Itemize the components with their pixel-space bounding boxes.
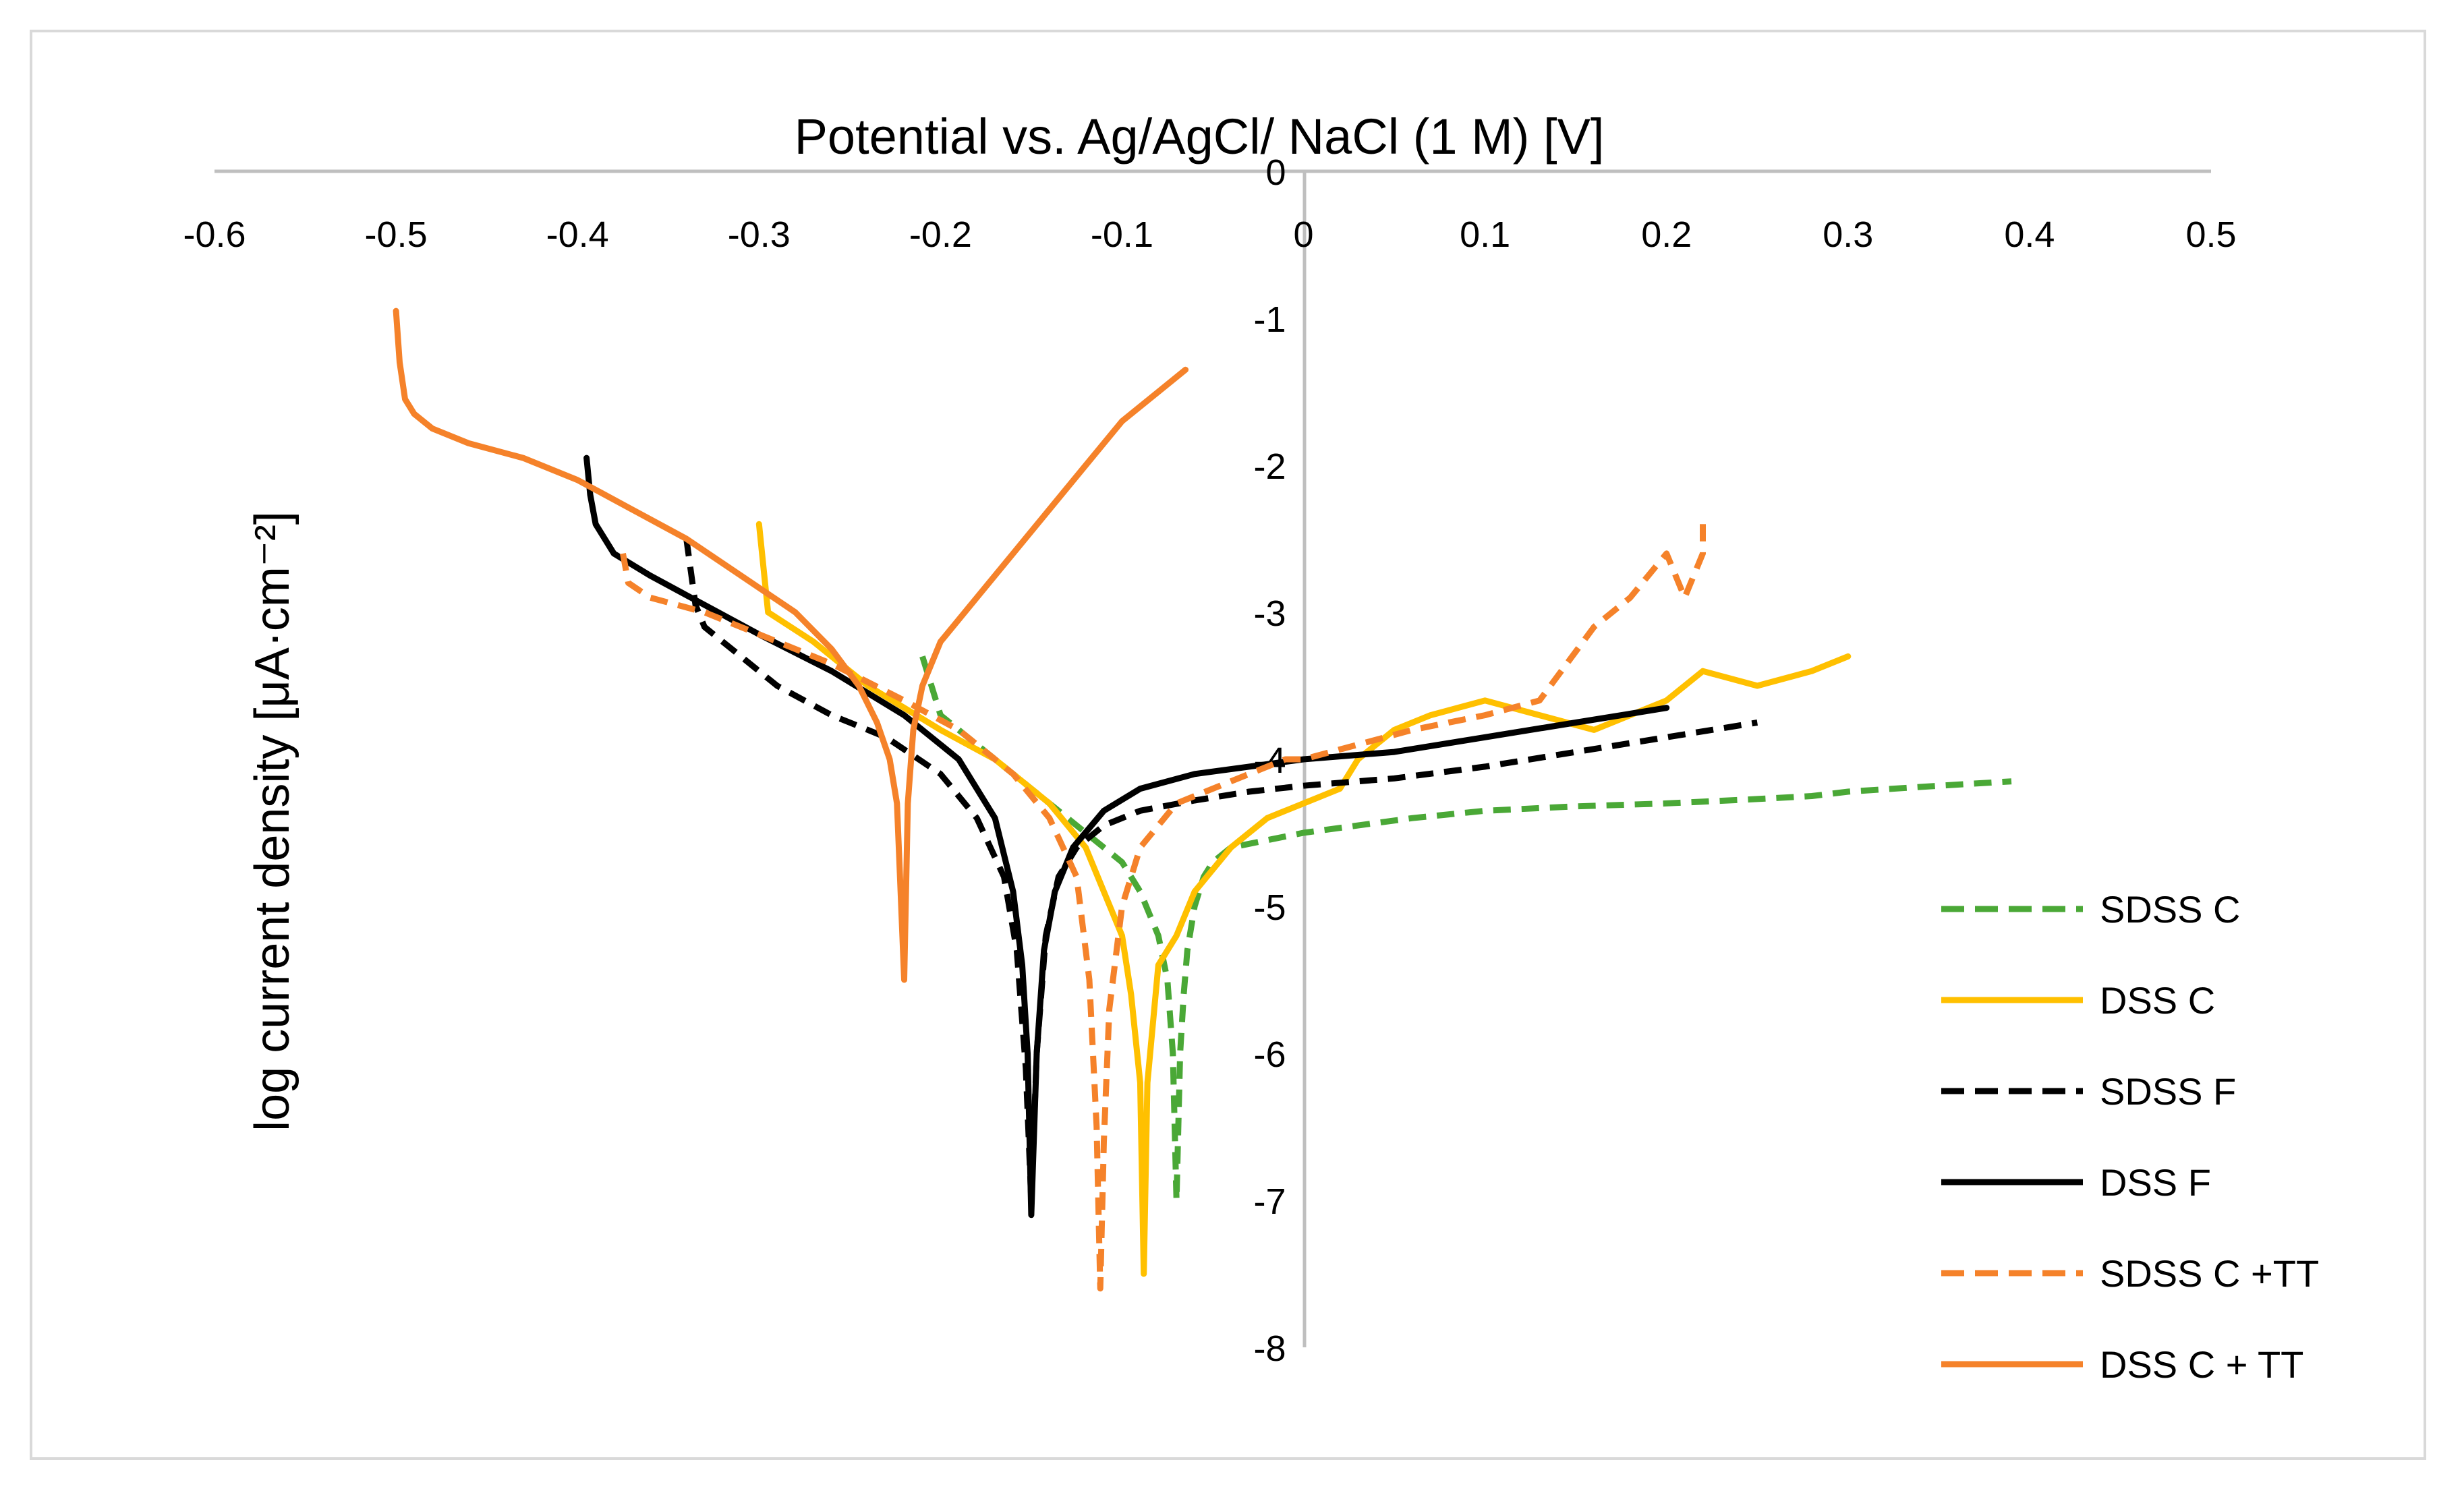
- legend-label: DSS C: [2100, 979, 2215, 1022]
- series-line-1: [919, 655, 2012, 1204]
- x-tick-label: -0.3: [728, 214, 791, 255]
- series-line-2: [755, 521, 1852, 1277]
- x-tick-label: -0.6: [183, 214, 246, 255]
- y-axis-label: log current density [μA·cm⁻²]: [246, 511, 299, 1132]
- x-tick-label: 0.3: [1823, 214, 1873, 255]
- series-line-6: [393, 307, 1189, 983]
- legend-label: SDSS C: [2100, 888, 2241, 931]
- polarization-chart: Potential vs. Ag/AgCl/ NaCl (1 M) [V] -0…: [183, 109, 2319, 1386]
- series-line-3: [683, 538, 1758, 1204]
- chart-frame: Potential vs. Ag/AgCl/ NaCl (1 M) [V] -0…: [30, 30, 2426, 1460]
- y-tick-label: -5: [1254, 887, 1286, 928]
- x-tick-label: -0.2: [909, 214, 972, 255]
- y-tick-label: -6: [1254, 1034, 1286, 1075]
- y-tick-label: -3: [1254, 593, 1286, 634]
- series-layer: [393, 307, 2012, 1292]
- x-tick-label: 0: [1294, 214, 1314, 255]
- chart-title: Potential vs. Ag/AgCl/ NaCl (1 M) [V]: [795, 109, 1605, 165]
- series-line-4: [583, 455, 1670, 1219]
- x-tick-label: -0.5: [365, 214, 428, 255]
- x-tick-label: 0.2: [1641, 214, 1692, 255]
- y-tick-label: 0: [1265, 152, 1286, 193]
- legend-label: SDSS C +TT: [2100, 1252, 2319, 1295]
- y-tick-label: -7: [1254, 1181, 1286, 1222]
- y-tick-label: -1: [1254, 299, 1286, 340]
- x-tick-label: 0.5: [2185, 214, 2236, 255]
- legend-label: SDSS F: [2100, 1070, 2236, 1113]
- x-tick-label: -0.1: [1091, 214, 1153, 255]
- x-tick-label: -0.4: [546, 214, 609, 255]
- axes: [214, 169, 2211, 1347]
- x-tick-label: 0.1: [1460, 214, 1510, 255]
- legend-label: DSS C + TT: [2100, 1343, 2303, 1386]
- legend: SDSS C DSS C SDSS F DSS F SDSS C +TT DSS C + …: [1941, 888, 2319, 1386]
- x-tick-label: 0.4: [2004, 214, 2055, 255]
- series-line-5: [620, 524, 1706, 1292]
- legend-label: DSS F: [2100, 1161, 2211, 1204]
- y-tick-labels: 0-1-2-3-4-5-6-7-8: [1254, 152, 1286, 1369]
- x-tick-labels: -0.6 -0.5 -0.4 -0.3 -0.2 -0.1 0 0.1 0.2 0.3 0.4 0.5: [183, 214, 2236, 255]
- y-tick-label: -2: [1254, 446, 1286, 487]
- y-tick-label: -8: [1254, 1328, 1286, 1369]
